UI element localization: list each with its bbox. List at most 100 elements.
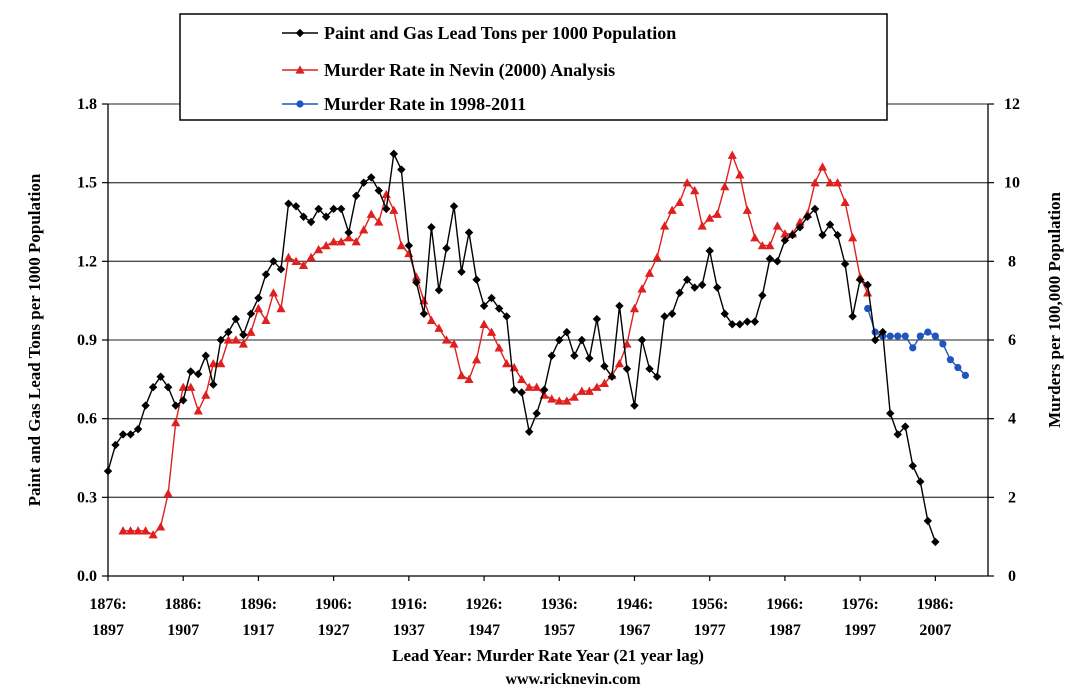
nevin-murder-point [193,406,203,415]
x-tick-lead-year: 1876: [89,596,126,613]
nevin-murder-point [697,221,707,230]
nevin-murder-point [817,162,828,171]
right-axis-title: Murders per 100,000 Population [1045,192,1064,428]
lead-point [352,191,361,200]
lead-point [818,230,827,240]
lead-point [585,354,594,363]
recent-murder-point [886,332,894,340]
left-tick-label: 1.2 [77,253,97,270]
nevin-murder-point [381,189,391,199]
lead-point [532,409,541,418]
nevin-murder-point [690,185,700,195]
nevin-murder-point [735,170,745,179]
lead-point [622,364,632,374]
nevin-murder-point [148,530,158,539]
recent-murder-point [871,328,879,336]
nevin-murder-point [772,221,783,230]
lead-point [201,351,210,360]
nevin-murder-point [374,217,384,226]
left-tick-label: 0.0 [77,568,97,585]
legend: Paint and Gas Lead Tons per 1000 Populat… [179,13,888,121]
x-tick-lead-year: 1896: [240,596,277,613]
nevin-murder-point [396,241,406,250]
lead-point [239,330,248,339]
nevin-murder-series [118,150,873,539]
nevin-murder-point [141,526,151,535]
legend-label: Paint and Gas Lead Tons per 1000 Populat… [324,23,676,43]
x-tick-lead-year: 1936: [541,596,578,613]
nevin-murder-point [705,213,715,222]
lead-point [321,212,331,221]
lead-point [246,309,256,318]
x-tick-lead-year: 1986: [917,596,954,613]
nevin-murder-point [268,288,279,297]
lead-point [404,241,414,250]
lead-point [126,430,135,439]
lead-point [562,327,572,337]
recent-murder-point [924,328,932,336]
x-tick-lead-year: 1906: [315,596,352,613]
nevin-murder-point [599,378,610,387]
lead-point [389,149,399,159]
recent-murder-point [939,340,947,348]
lead-point [427,223,436,232]
legend-swatch-marker [295,65,305,74]
nevin-murder-point [659,221,670,230]
nevin-murder-point [840,197,850,207]
nevin-murder-point [810,178,820,187]
nevin-murder-point [276,303,286,313]
recent-murder-point [916,332,924,340]
recent-murder-point [946,356,954,364]
nevin-murder-point [494,343,504,352]
lead-point [780,236,790,245]
lead-point [329,204,338,214]
lead-point [494,304,504,313]
right-tick-label: 12 [1004,96,1020,113]
nevin-murder-point [253,303,264,313]
lead-point [464,228,474,237]
legend-swatch-marker [296,100,304,108]
nevin-murder-point [186,382,196,391]
x-tick-lead-year: 1926: [465,596,502,613]
x-axis-title: Lead Year: Murder Rate Year (21 year lag… [392,646,704,665]
lead-point [675,288,684,297]
lead-point [555,335,564,345]
lead-point [133,424,143,434]
lead-point [344,228,353,237]
lead-point [359,178,368,187]
lead-point [705,246,714,256]
lead-point [299,212,308,221]
lead-point [886,409,895,418]
recent-murder-point [909,344,917,352]
lead-point [848,312,857,321]
nevin-murder-point [261,315,271,325]
nevin-murder-point [163,488,173,498]
nevin-murder-point [389,205,399,214]
lead-point [276,265,286,274]
x-tick-murder-year: 1987 [769,622,801,639]
nevin-murder-point [313,244,324,254]
lead-point [284,199,293,208]
lead-point [735,320,744,329]
right-tick-label: 8 [1008,253,1016,270]
nevin-murder-point [592,382,602,391]
x-tick-lead-year: 1976: [841,596,878,613]
lead-series-line [107,151,937,543]
nevin-murder-point [201,390,211,399]
lead-point [667,309,677,318]
right-tick-label: 6 [1008,332,1016,349]
lead-point [660,312,669,321]
nevin-murder-point [156,522,166,531]
nevin-murder-point [712,209,722,218]
lead-point [743,317,752,326]
nevin-murder-point [298,260,309,269]
lead-point [509,385,519,395]
lead-point [893,430,902,439]
nevin-murder-point [441,335,452,344]
recent-murder-point [961,371,970,379]
nevin-murder-point [532,382,542,391]
lead-point [291,202,301,211]
lead-point [111,440,120,450]
nevin-murder-point [329,237,339,246]
